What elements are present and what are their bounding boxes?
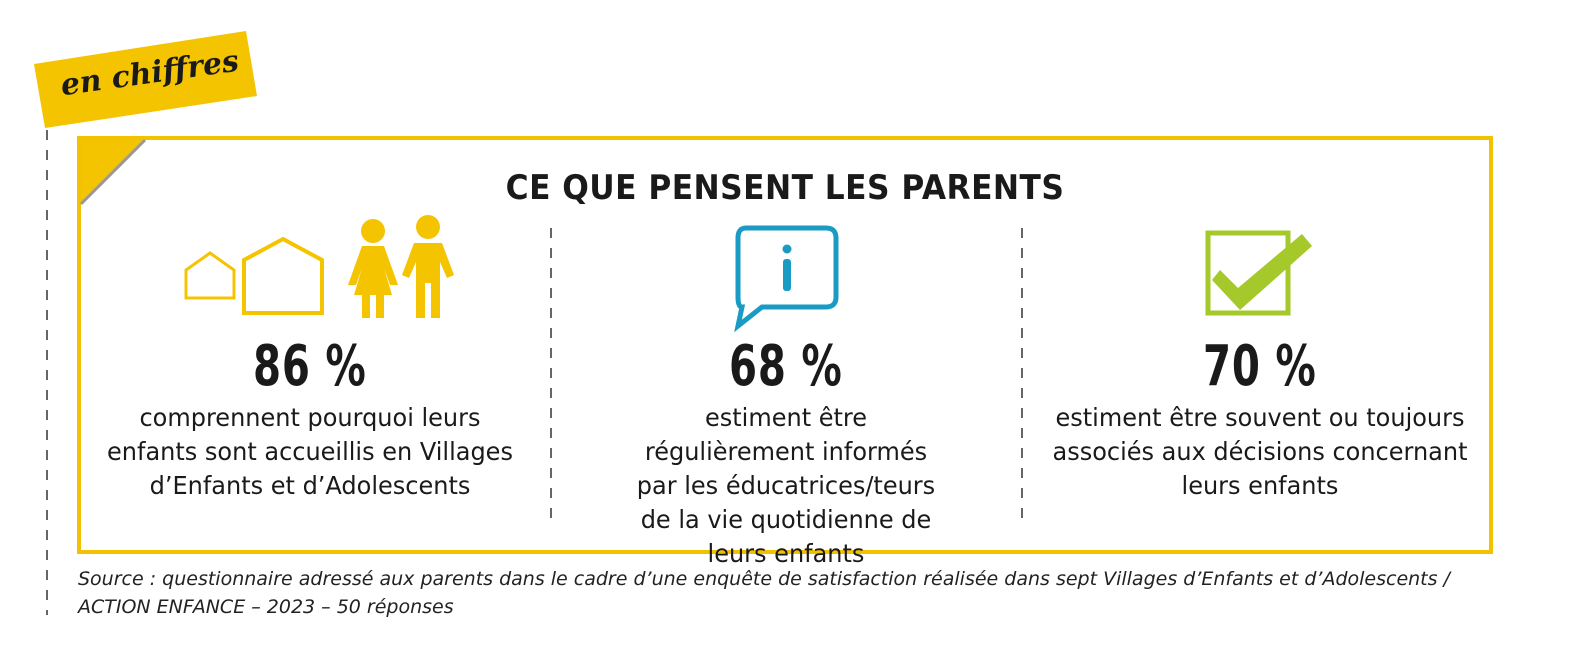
stat-value: 68 % bbox=[729, 334, 843, 399]
frame bbox=[77, 136, 1493, 554]
stat-value: 86 % bbox=[253, 334, 367, 399]
stat-value: 70 % bbox=[1203, 334, 1317, 399]
title: CE QUE PENSENT LES PARENTS bbox=[505, 168, 1065, 208]
check-icon bbox=[1205, 230, 1312, 316]
tag-band bbox=[34, 31, 257, 128]
stat-text: estiment être régulièrement informés par… bbox=[636, 403, 936, 568]
stat: 70 % estiment être souvent ou toujours a… bbox=[1036, 335, 1484, 503]
stat: 68 % estiment être régulièrement informé… bbox=[566, 335, 1006, 571]
family-icon bbox=[184, 215, 454, 318]
stat: 86 % comprennent pourquoi leurs enfants … bbox=[90, 335, 530, 503]
stat-text: comprennent pourquoi leurs enfants sont … bbox=[107, 403, 513, 500]
source: Source : questionnaire adressé aux paren… bbox=[78, 568, 1450, 618]
stat-text: estiment être souvent ou toujours associ… bbox=[1052, 403, 1468, 500]
info-icon bbox=[734, 225, 839, 333]
corner-shadow bbox=[79, 138, 147, 206]
